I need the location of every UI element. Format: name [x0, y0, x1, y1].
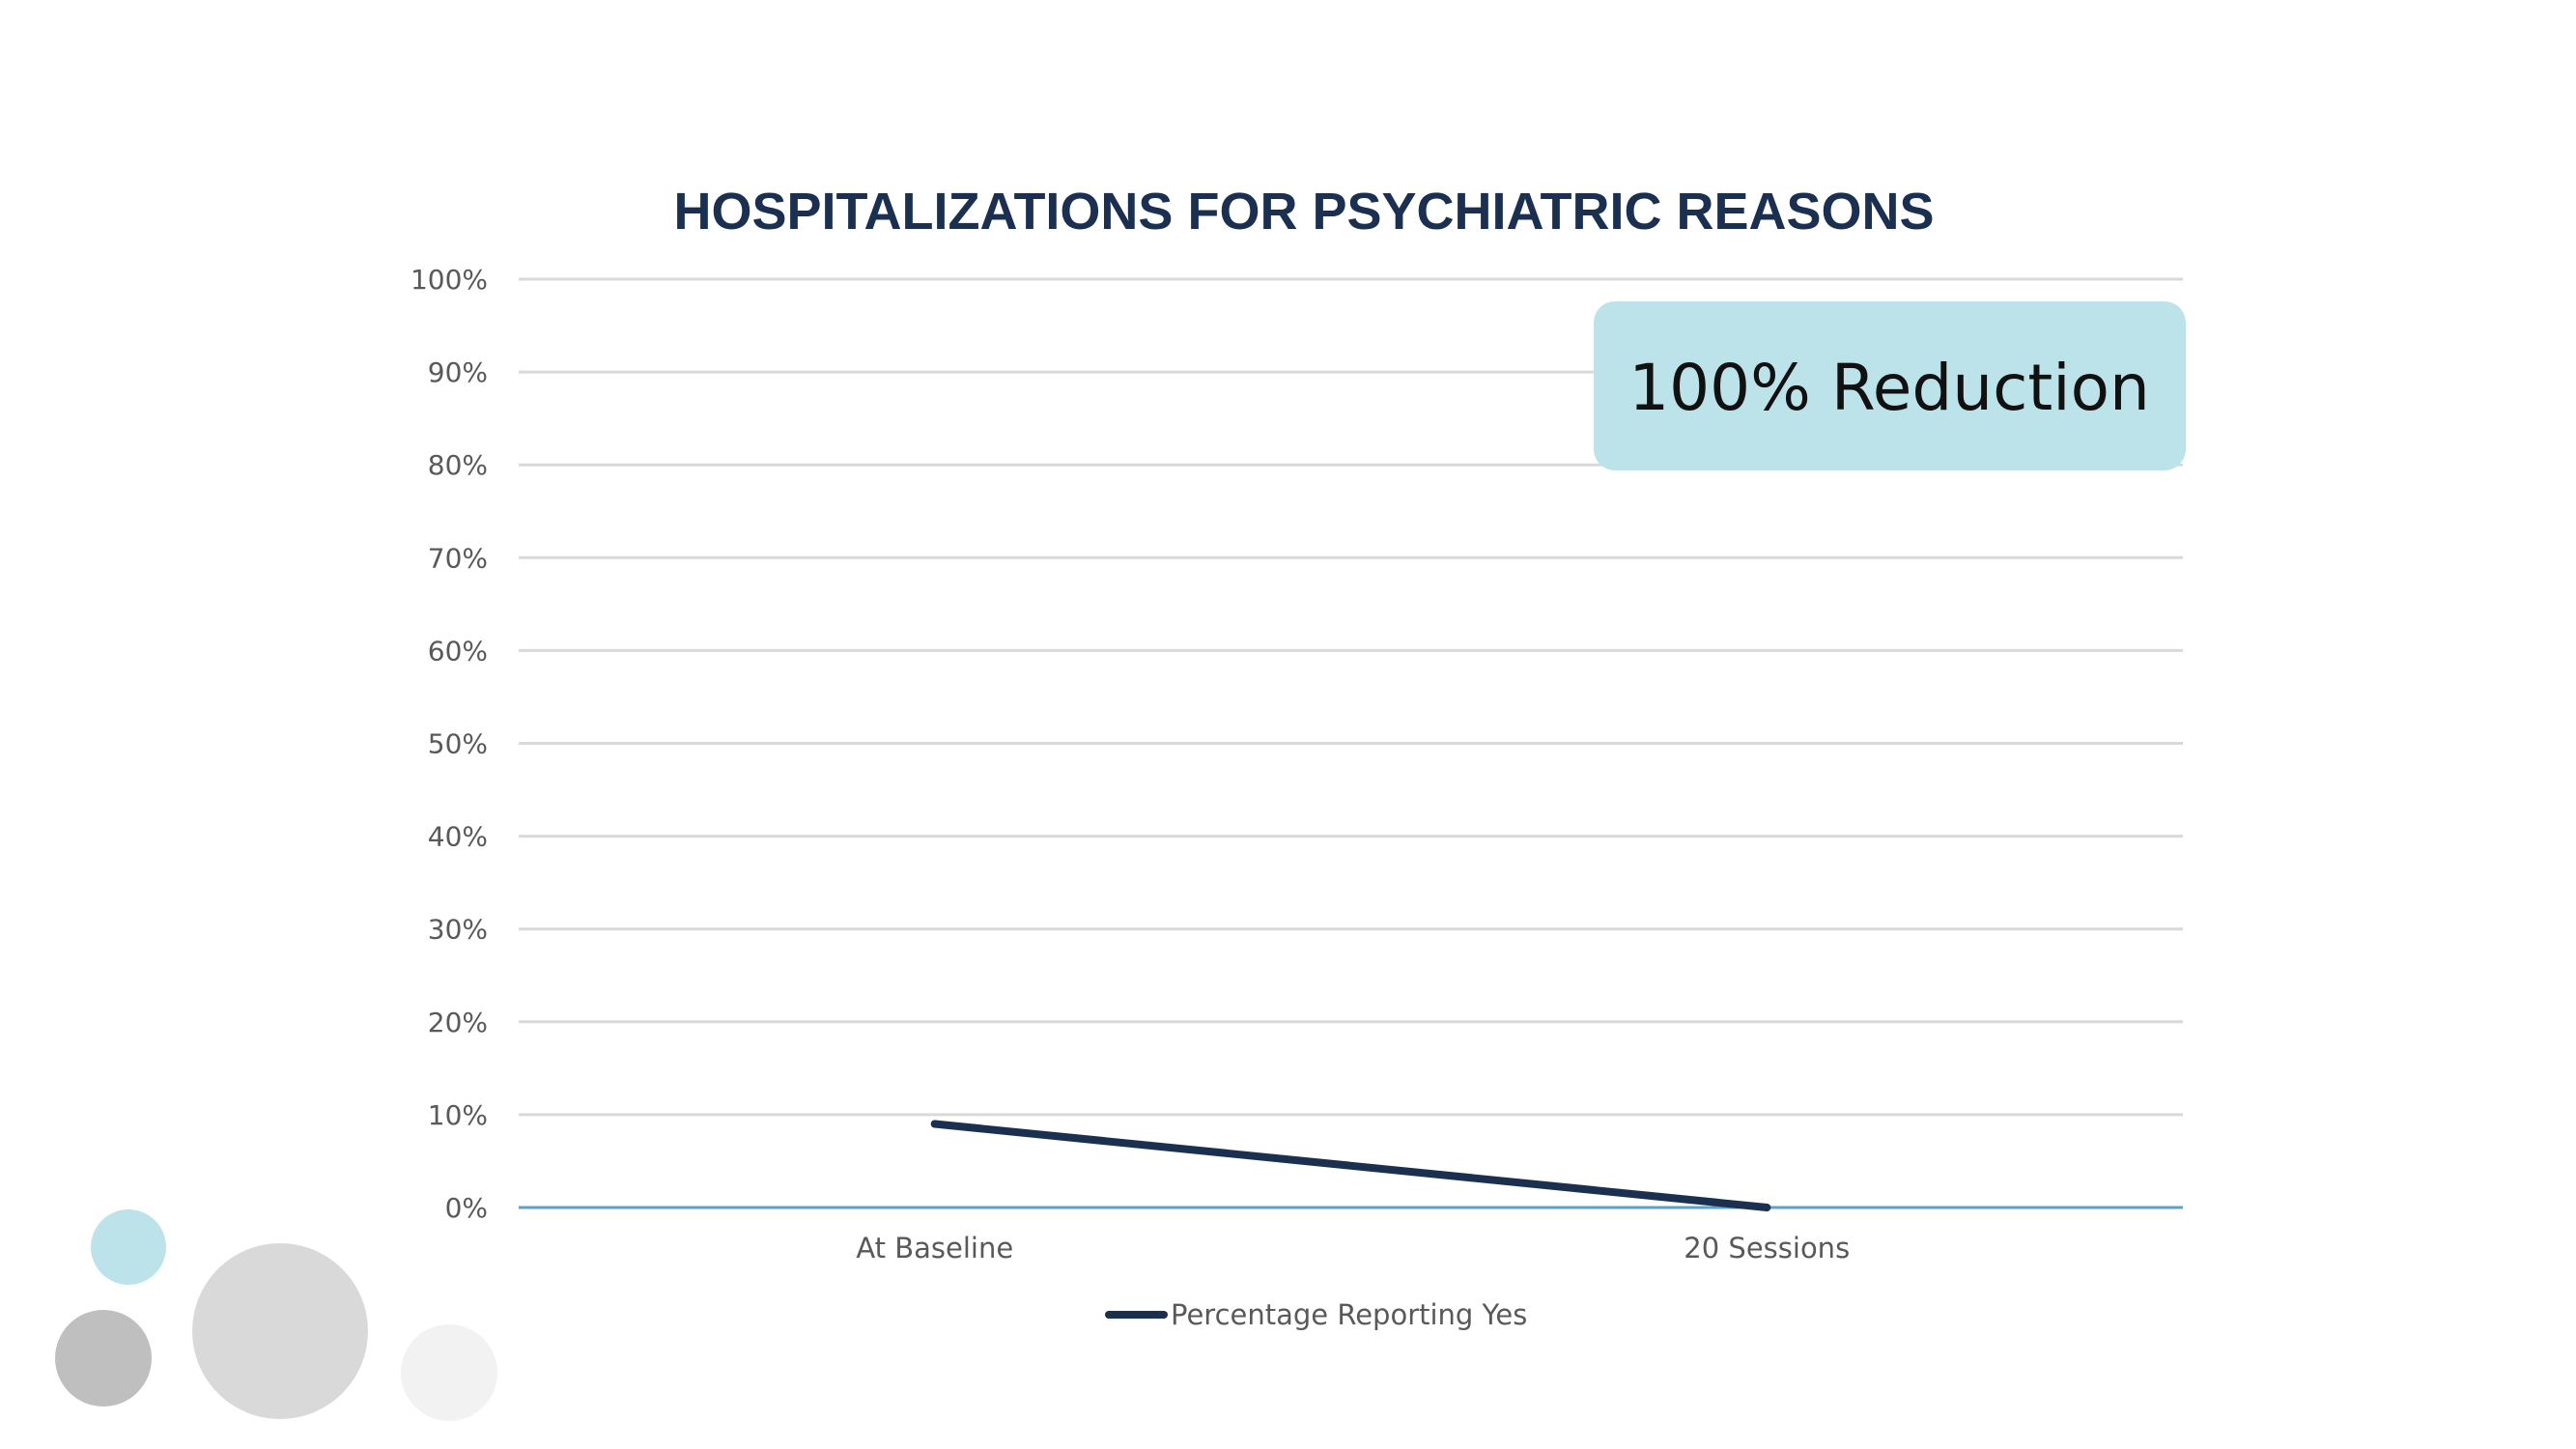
chart-title: HOSPITALIZATIONS FOR PSYCHIATRIC REASONS — [673, 183, 1934, 241]
y-tick-label: 40% — [428, 821, 488, 853]
series-line — [930, 1120, 1771, 1211]
decorative-dots — [55, 1209, 497, 1421]
y-tick-label: 90% — [428, 356, 488, 388]
callout-background — [1594, 301, 2186, 470]
y-tick-label: 10% — [428, 1099, 488, 1131]
legend-label: Percentage Reporting Yes — [1171, 1298, 1527, 1331]
y-tick-label: 20% — [428, 1007, 488, 1038]
gridlines — [519, 277, 2183, 1117]
dot-dark-gray — [55, 1310, 152, 1406]
x-axis-labels: At Baseline 20 Sessions — [856, 1232, 1850, 1264]
y-tick-label: 80% — [428, 449, 488, 481]
x-tick-label: At Baseline — [856, 1232, 1013, 1264]
y-tick-label: 30% — [428, 914, 488, 946]
y-tick-label: 0% — [445, 1192, 488, 1224]
dot-light-blue — [91, 1209, 166, 1285]
callout-text: 100% Reduction — [1628, 351, 2150, 425]
data-point — [930, 1120, 939, 1128]
data-point — [1763, 1204, 1771, 1211]
y-tick-label: 70% — [428, 542, 488, 574]
y-tick-label: 60% — [428, 635, 488, 667]
series-group — [930, 1120, 1771, 1211]
x-tick-label: 20 Sessions — [1684, 1232, 1850, 1264]
dot-large-gray — [192, 1243, 368, 1419]
y-tick-label: 100% — [410, 264, 488, 296]
legend: Percentage Reporting Yes — [1105, 1298, 1527, 1331]
y-tick-label: 50% — [428, 728, 488, 760]
y-axis-ticks: 0% 10% 20% 30% 40% 50% 60% 70% 80% 90% 100% — [410, 264, 488, 1224]
dot-pale-gray — [401, 1324, 497, 1421]
callout-box: 100% Reduction — [1594, 301, 2186, 470]
